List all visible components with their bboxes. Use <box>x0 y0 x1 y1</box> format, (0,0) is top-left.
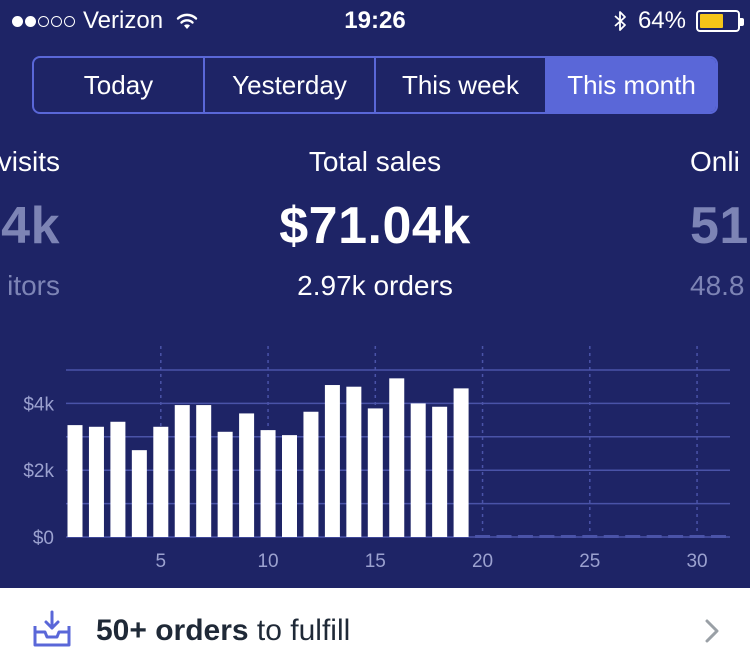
wifi-icon <box>176 13 198 29</box>
orders-to-fulfill-row[interactable]: 50+ orders to fulfill <box>0 588 750 672</box>
chart-bar-empty <box>689 535 705 538</box>
chart-bar <box>367 408 383 537</box>
metric-subtitle: itors <box>7 270 60 301</box>
chart-bar-empty <box>711 535 726 538</box>
battery-icon <box>696 10 744 32</box>
segment-this-month[interactable]: This month <box>547 58 716 112</box>
chart-bar <box>239 413 255 537</box>
chevron-right-icon <box>705 619 719 643</box>
chart-x-tick-label: 20 <box>472 551 493 572</box>
segment-yesterday[interactable]: Yesterday <box>205 58 376 112</box>
chart-bar-empty <box>625 535 641 538</box>
chart-bar-empty <box>603 535 619 538</box>
metric-title: visits <box>0 146 60 177</box>
signal-dot <box>38 15 49 27</box>
segment-today[interactable]: Today <box>34 58 205 112</box>
chart-bar <box>346 386 362 537</box>
chart-bar <box>67 425 83 537</box>
chart-bar-empty <box>582 535 598 538</box>
chart-bar <box>410 403 426 537</box>
inbox-download-icon <box>33 610 71 647</box>
status-bar: Verizon 19:26 64% <box>0 0 750 42</box>
segment-this-week[interactable]: This week <box>376 58 547 112</box>
chart-bar <box>303 411 319 537</box>
chart-bar-empty <box>668 535 684 538</box>
chart-y-tick-label: $2k <box>23 461 54 482</box>
chart-bar-empty <box>496 535 512 538</box>
metric-card-online[interactable]: Onli 51 48.8 <box>690 146 749 302</box>
chart-bar <box>110 421 126 537</box>
battery-percent: 64% <box>637 7 686 34</box>
chart-bar <box>282 435 297 537</box>
metric-card-visits[interactable]: visits 4k itors <box>0 146 60 302</box>
signal-strength-icon <box>12 15 75 27</box>
metric-value: 4k <box>1 197 60 255</box>
fulfill-rest: to fulfill <box>248 614 351 647</box>
signal-dot <box>12 15 23 27</box>
chart-bar-empty <box>560 535 576 538</box>
chart-bar <box>432 406 448 537</box>
chart-bar <box>131 450 147 537</box>
metric-value: $71.04k <box>279 197 471 255</box>
chart-bar <box>153 426 169 537</box>
chart-bar <box>217 431 233 537</box>
chart-x-tick-label: 15 <box>365 551 386 572</box>
metric-subtitle: 2.97k orders <box>297 270 453 301</box>
chart-y-tick-label: $0 <box>33 528 54 549</box>
chart-x-tick-label: 25 <box>579 551 600 572</box>
chart-bar-empty <box>646 535 662 538</box>
metric-title: Total sales <box>308 146 442 177</box>
date-range-segmented-control: Today Yesterday This week This month <box>32 56 718 114</box>
fulfill-count: 50+ orders <box>96 614 249 647</box>
chart-bar-empty <box>517 535 533 538</box>
status-left: Verizon <box>12 7 199 35</box>
signal-dot <box>25 15 36 27</box>
chart-x-tick-label: 5 <box>156 551 167 572</box>
status-time: 19:26 <box>344 7 406 34</box>
chart-bar <box>196 405 212 537</box>
chart-bar <box>260 430 276 537</box>
carrier-name: Verizon <box>83 7 164 34</box>
chart-bar <box>174 405 190 537</box>
signal-dot <box>51 15 62 27</box>
chart-bar <box>389 378 405 537</box>
chart-bar-empty <box>539 535 555 538</box>
battery-fill <box>700 14 723 28</box>
battery-tip <box>740 18 744 26</box>
sales-bar-chart[interactable]: $0 $2k $4k 5 10 15 20 25 30 <box>0 340 750 590</box>
bluetooth-icon <box>614 11 626 31</box>
fulfill-label: 50+ orders to fulfill <box>96 614 350 648</box>
chart-y-tick-label: $4k <box>23 394 54 415</box>
chart-bar <box>88 426 104 537</box>
metric-card-total-sales[interactable]: Total sales $71.04k 2.97k orders <box>175 146 575 302</box>
chart-bar <box>324 385 340 537</box>
signal-dot <box>64 15 75 27</box>
chart-bar <box>453 388 469 537</box>
metric-title: Onli <box>690 146 740 177</box>
metric-value: 51 <box>690 197 749 255</box>
chart-x-tick-label: 10 <box>257 551 278 572</box>
status-right: 64% <box>612 7 744 35</box>
chart-bar-empty <box>475 535 491 538</box>
metric-subtitle: 48.8 <box>690 270 745 301</box>
chart-x-tick-label: 30 <box>686 551 707 572</box>
